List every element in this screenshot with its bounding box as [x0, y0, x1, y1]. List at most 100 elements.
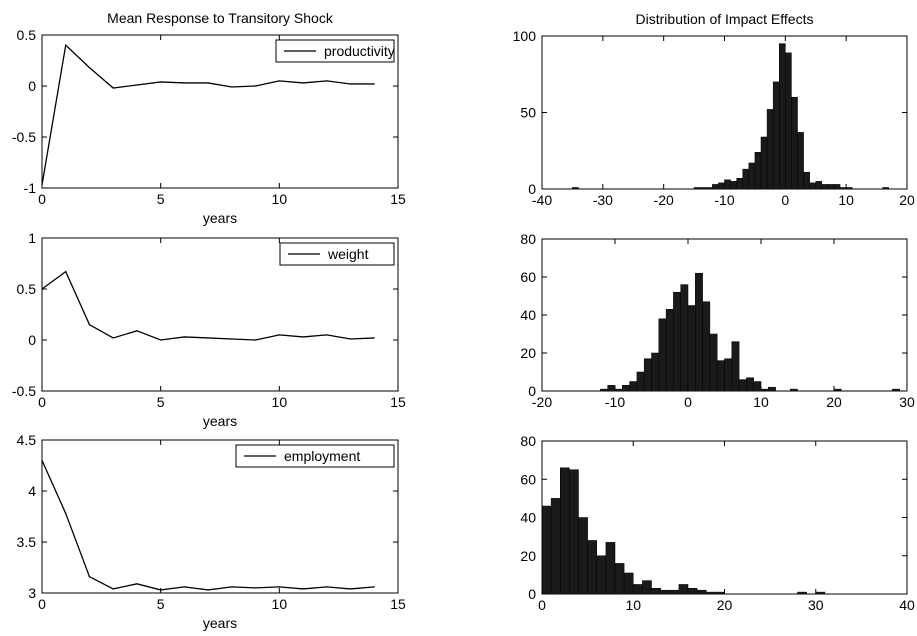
y-tick-label: 20 [520, 548, 536, 564]
histogram-bar [633, 584, 643, 595]
y-tick-label: 3 [28, 585, 36, 601]
data-point [160, 339, 162, 341]
legend-label: productivity [324, 43, 395, 59]
histogram-bar [892, 388, 900, 392]
histogram-bar [541, 505, 552, 595]
histogram-bar [754, 152, 762, 190]
histogram-bar [839, 187, 847, 190]
x-tick-label: 10 [272, 394, 288, 410]
data-point [207, 589, 209, 591]
data-point [231, 86, 233, 88]
y-tick-label: 4.5 [17, 432, 37, 448]
histogram-bar [665, 309, 674, 392]
data-point [207, 82, 209, 84]
histogram-bar [669, 589, 680, 595]
histogram-bar [748, 162, 756, 190]
y-tick-label: 40 [520, 510, 536, 526]
histogram-bar [797, 132, 804, 190]
data-point [207, 337, 209, 339]
x-tick-label: 20 [826, 394, 842, 410]
histogram-bar [680, 284, 689, 392]
histogram-bar [651, 352, 660, 392]
histogram-bar [724, 358, 733, 392]
data-point [349, 588, 352, 590]
x-tick-label: 40 [899, 597, 915, 613]
x-tick-label: -10 [714, 192, 734, 208]
x-tick-label: 30 [808, 597, 824, 613]
histogram-bar [766, 109, 774, 190]
histogram-bar [746, 377, 754, 392]
y-tick-label: 0 [28, 332, 36, 348]
data-point [41, 184, 43, 186]
chart-panel-1: Mean Response to Transitory Shock 0 5 10 15 -… [12, 10, 406, 226]
data-point [373, 337, 375, 339]
y-tick-label: 0 [528, 181, 536, 197]
histogram-bar [699, 187, 707, 190]
legend-label: employment [284, 448, 360, 464]
histogram-bar [706, 591, 716, 595]
data-point [349, 83, 352, 85]
y-tick-label: 100 [513, 28, 537, 44]
x-tick-label: 0 [781, 192, 789, 208]
histogram-bar [779, 43, 786, 190]
y-tick-label: 20 [520, 345, 536, 361]
x-tick-label: 0 [38, 394, 46, 410]
histogram-bar [760, 388, 769, 392]
x-axis-label: years [203, 210, 237, 226]
x-tick-label: 10 [838, 192, 854, 208]
data-point [160, 81, 162, 83]
histogram-bar [785, 52, 792, 190]
legend-label: weight [327, 246, 369, 262]
x-tick-label: 10 [272, 191, 288, 207]
data-point [255, 587, 257, 589]
histogram-bar [560, 467, 570, 595]
legend-box [275, 39, 395, 63]
x-tick-label: 0 [684, 394, 692, 410]
histogram-bar [803, 171, 810, 190]
histogram-bar [660, 589, 670, 595]
histogram-bar [643, 358, 652, 392]
y-tick-label: 50 [520, 105, 536, 121]
histogram-bar [651, 588, 661, 595]
data-point [112, 87, 114, 89]
data-point [278, 334, 280, 336]
data-point [326, 334, 328, 336]
y-tick-label: 60 [520, 471, 536, 487]
x-tick-label: 10 [272, 596, 288, 612]
histogram-bar [789, 388, 798, 392]
histogram-bar [791, 96, 798, 190]
histogram-bar [607, 385, 616, 392]
data-point [136, 330, 138, 332]
x-tick-label: 20 [717, 597, 733, 613]
x-tick-label: 30 [899, 394, 915, 410]
data-point [373, 83, 375, 85]
plot-area [541, 35, 908, 190]
histogram-bar [731, 341, 740, 392]
histogram-bar [738, 379, 747, 392]
histogram-bar [730, 181, 737, 190]
x-tick-label: 5 [157, 596, 165, 612]
legend: employment [235, 444, 395, 468]
data-point [302, 82, 304, 84]
histogram-bar [709, 333, 718, 392]
data-point [326, 586, 328, 588]
histogram-bar [687, 588, 698, 595]
histogram-bar [629, 381, 638, 392]
histogram-bar [572, 187, 579, 190]
histogram-bar [605, 542, 616, 595]
y-tick-label: 0 [28, 78, 36, 94]
histogram-bar [600, 388, 608, 392]
data-point [136, 583, 138, 585]
data-point [88, 324, 91, 326]
x-tick-label: -30 [593, 192, 613, 208]
x-tick-label: 10 [625, 597, 641, 613]
histogram-bar [695, 272, 703, 392]
histogram-bar [815, 181, 823, 190]
histogram-bar [614, 563, 625, 595]
histogram-bar [636, 371, 645, 392]
y-tick-label: -0.5 [12, 129, 36, 145]
y-tick-label: -1 [24, 180, 37, 196]
legend: weight [279, 242, 395, 266]
